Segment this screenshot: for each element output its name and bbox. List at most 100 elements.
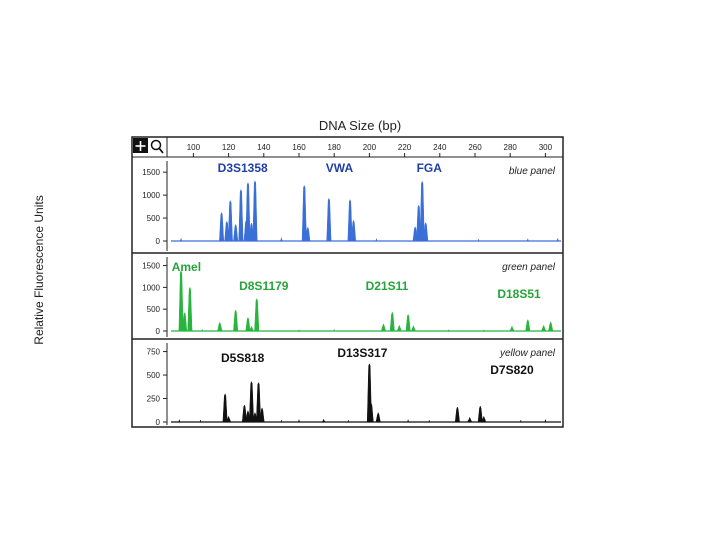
x-tick-label: 160 [292, 143, 306, 152]
peak [410, 325, 416, 332]
locus-label: Amel [172, 260, 201, 274]
minor-peak [477, 239, 480, 242]
y-tick-label: 1000 [142, 191, 160, 200]
x-tick-label: 240 [433, 143, 447, 152]
locus-label: D18S51 [497, 287, 541, 301]
peak [389, 311, 395, 332]
x-tick-label: 200 [363, 143, 377, 152]
peak [227, 199, 233, 242]
panel-name: green panel [502, 262, 556, 273]
panel-blue-panel: 0 500 1000 1500 blue panel D3S1358 VWA FGA [142, 161, 561, 251]
toolbar [133, 138, 164, 154]
y-tick-label: 250 [147, 395, 161, 404]
peak [396, 324, 402, 332]
peak [326, 197, 332, 242]
minor-peak [519, 420, 523, 423]
peak [252, 180, 258, 242]
peak [525, 318, 531, 332]
locus-label: D21S11 [366, 279, 409, 293]
locus-label: D3S1358 [218, 161, 268, 175]
peak [259, 407, 265, 423]
y-tick-label: 0 [156, 237, 161, 246]
x-tick-label: 100 [187, 143, 201, 152]
peak [248, 325, 255, 332]
peak [226, 415, 232, 423]
locus-label: D5S818 [221, 351, 265, 365]
minor-peak [200, 329, 204, 332]
minor-peak [296, 329, 302, 333]
peak [375, 411, 381, 423]
peak [380, 323, 387, 332]
minor-peak [446, 329, 451, 333]
magnifier-icon-lens [150, 139, 162, 151]
y-tick-label: 500 [147, 305, 161, 314]
x-tick-label: 280 [504, 143, 518, 152]
peak [541, 324, 547, 332]
x-tick-label: 180 [328, 143, 342, 152]
minor-peak [481, 329, 486, 333]
panel-green-panel: 0 500 1000 1500 green panel Amel D8S1179 D21S11… [132, 252, 563, 337]
y-tick-label: 500 [147, 214, 161, 223]
y-tick-label: 1500 [142, 262, 160, 271]
peak [182, 311, 188, 332]
peak [405, 313, 411, 332]
y-tick-label: 0 [156, 418, 161, 427]
peak [233, 223, 239, 242]
minor-peak [427, 420, 431, 423]
peak [238, 188, 244, 242]
minor-peak [406, 419, 410, 423]
minor-peak [279, 237, 284, 242]
chart-title: DNA Size (bp) [318, 118, 402, 133]
minor-peak [178, 238, 184, 242]
peak [217, 321, 223, 332]
y-tick-label: 750 [147, 348, 161, 357]
peak [454, 406, 460, 423]
magnifier-icon-handle [158, 147, 164, 154]
locus-label: D7S820 [490, 363, 534, 377]
x-tick-label: 120 [222, 143, 236, 152]
y-tick-label: 0 [156, 327, 161, 336]
peak [368, 402, 374, 423]
x-tick-label: 260 [468, 143, 482, 152]
peak [219, 211, 225, 242]
panel-yellow-panel: 0 250 500 750 yellow panel D5S818 D13S317 D7S82… [132, 338, 563, 427]
panel-name: blue panel [509, 166, 556, 177]
peak [509, 325, 515, 332]
peak [481, 415, 487, 423]
peak [305, 226, 311, 242]
x-tick-label: 140 [257, 143, 271, 152]
y-tick-label: 1000 [142, 283, 160, 292]
minor-peak [297, 419, 301, 423]
peak [351, 219, 357, 242]
minor-peak [555, 238, 560, 242]
peak [467, 416, 473, 423]
y-tick-label: 500 [147, 371, 161, 380]
locus-label: FGA [417, 161, 443, 175]
magnifier-icon [150, 139, 164, 154]
locus-label: D8S1179 [239, 279, 289, 293]
peak [187, 286, 193, 332]
x-tick-label: 220 [398, 143, 412, 152]
locus-label: D13S317 [337, 346, 387, 360]
panel-name: yellow panel [499, 348, 556, 359]
y-tick-label: 1500 [142, 168, 160, 177]
minor-peak [543, 419, 547, 423]
peak [233, 309, 239, 332]
locus-label: VWA [326, 161, 354, 175]
minor-peak [526, 238, 530, 242]
plus-icon [133, 138, 148, 153]
chart-frame [131, 136, 564, 428]
x-axis: 100 120 140 160 180 200 220 240 260 280 300 [187, 143, 553, 157]
peak [548, 321, 554, 332]
minor-peak [346, 420, 350, 423]
minor-peak [279, 420, 283, 423]
minor-peak [199, 420, 202, 423]
peak [423, 221, 429, 242]
minor-peak [374, 238, 378, 242]
peak [320, 418, 327, 423]
x-tick-label: 300 [539, 143, 553, 152]
minor-peak [332, 329, 336, 332]
minor-peak [177, 419, 181, 423]
peak [254, 298, 260, 332]
